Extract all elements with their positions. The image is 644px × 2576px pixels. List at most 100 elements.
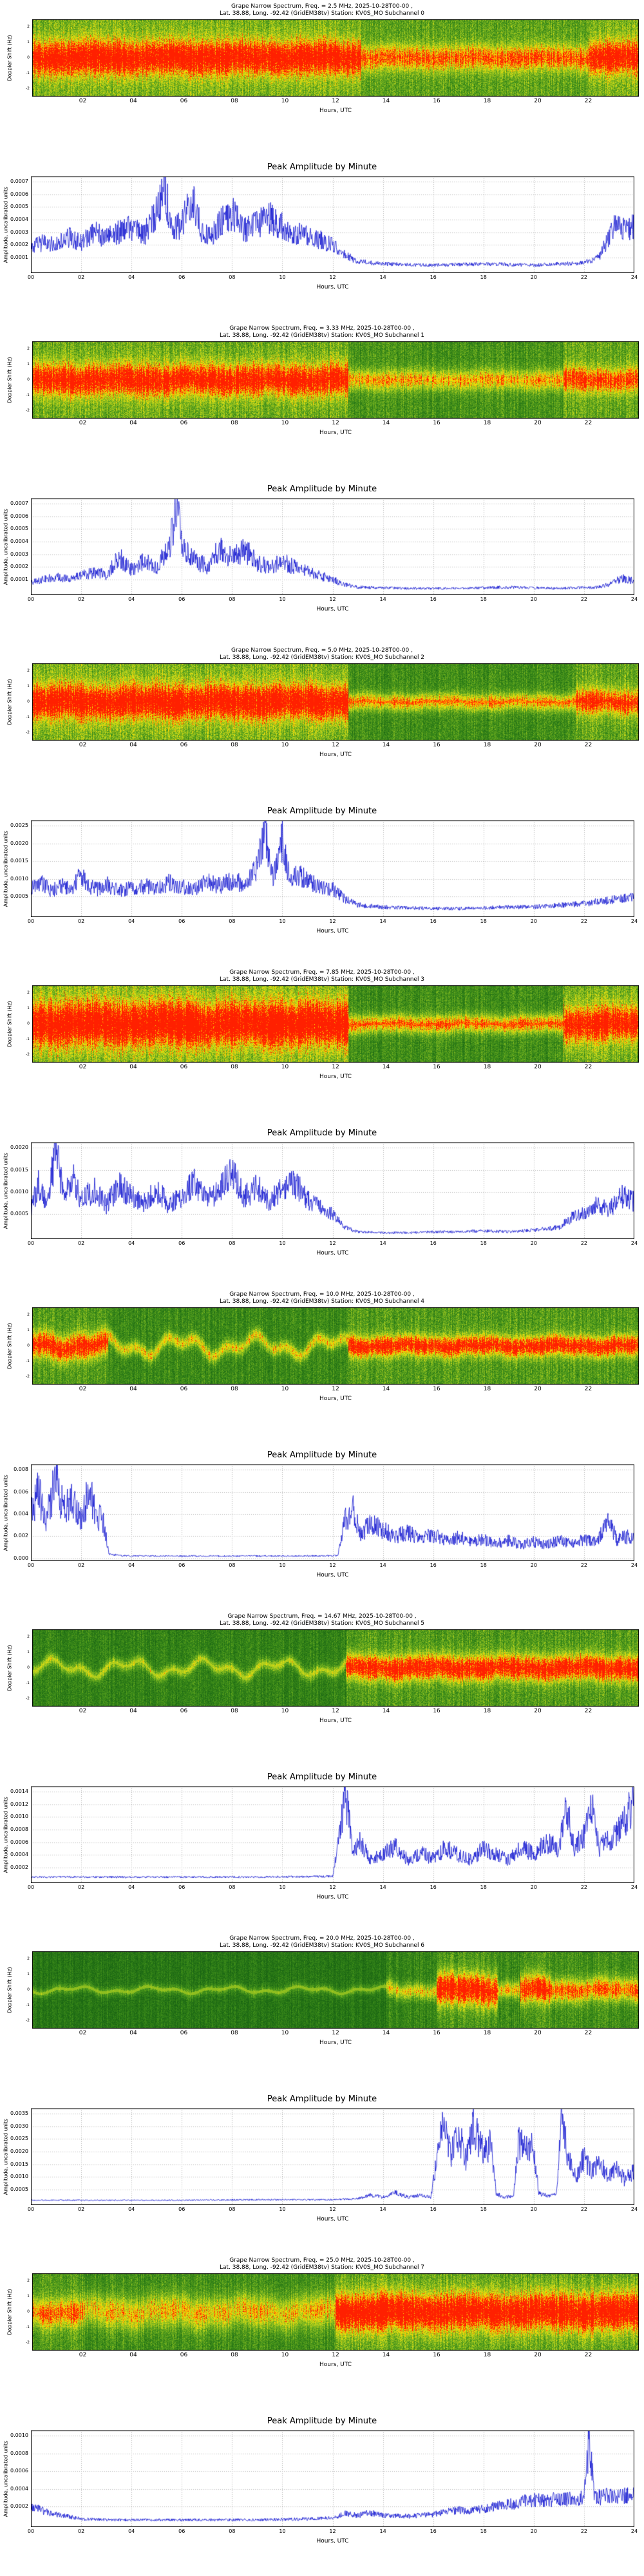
amplitude-xtick-label: 00: [27, 596, 35, 602]
amplitude-xtick-label: 20: [530, 918, 537, 924]
spectrogram-title: Grape Narrow Spectrum, Freq. = 20.0 MHz,…: [0, 1935, 644, 1949]
amplitude-ytick-label: 0.0005: [10, 526, 28, 532]
spectrogram-xtick-label: 12: [332, 1386, 339, 1392]
amplitude-xtick-label: 12: [329, 596, 336, 602]
spectrogram-title: Grape Narrow Spectrum, Freq. = 7.85 MHz,…: [0, 969, 644, 983]
doppler-ytick-label: 1: [27, 1006, 30, 1010]
spectrogram-canvas: [32, 1629, 639, 1707]
amplitude-xtick-label: 24: [630, 2528, 638, 2534]
amplitude-xtick-label: 12: [329, 2206, 336, 2212]
amplitude-xtick-label: 10: [279, 274, 286, 280]
amplitude-xtick-label: 04: [128, 918, 135, 924]
spectrogram-xtick-label: 16: [433, 1386, 440, 1392]
amplitude-xlabel: Hours, UTC: [316, 2538, 349, 2544]
spectrogram-xtick-label: 10: [281, 98, 289, 104]
spectrogram-xlabel: Hours, UTC: [319, 1718, 352, 1724]
doppler-ytick-label: -1: [26, 1359, 30, 1363]
doppler-ytick-label: 1: [27, 362, 30, 366]
amplitude-xtick-label: 18: [480, 274, 487, 280]
spectrogram-xtick-label: 08: [231, 1386, 238, 1392]
spectrogram-xtick-label: 08: [231, 1064, 238, 1070]
amplitude-axis-label: Amplitude, uncalibrated units: [3, 508, 9, 585]
amplitude-xtick-label: 02: [77, 596, 85, 602]
amplitude-ytick-label: 0.0020: [10, 1144, 28, 1151]
spectrogram-xtick-label: 12: [332, 742, 339, 748]
doppler-ytick-label: 1: [27, 40, 30, 44]
amplitude-xtick-label: 04: [128, 596, 135, 602]
amplitude-xtick-label: 20: [530, 596, 537, 602]
amplitude-xtick-label: 10: [279, 2528, 286, 2534]
spectrogram-xtick-label: 12: [332, 98, 339, 104]
doppler-ytick-label: 2: [27, 346, 30, 351]
spectrogram-title: Grape Narrow Spectrum, Freq. = 2.5 MHz, …: [0, 3, 644, 17]
amplitude-canvas: [31, 1464, 634, 1561]
spectrogram-canvas: [32, 19, 639, 97]
spectrogram-figure: Grape Narrow Spectrum, Freq. = 25.0 MHz,…: [0, 2254, 644, 2415]
amplitude-title: Peak Amplitude by Minute: [267, 2094, 377, 2104]
doppler-ytick-label: 0: [27, 377, 30, 382]
spectrogram-canvas: [32, 2273, 639, 2351]
amplitude-ytick-label: 0.0010: [10, 875, 28, 882]
spectrogram-xtick-label: 04: [129, 2030, 137, 2036]
amplitude-ytick-label: 0.0015: [10, 1166, 28, 1173]
amplitude-xtick-label: 20: [530, 2528, 537, 2534]
amplitude-ytick-label: 0.0010: [10, 1188, 28, 1195]
spectrogram-xtick-label: 02: [79, 1708, 87, 1714]
doppler-ytick-label: -2: [26, 86, 30, 91]
doppler-ytick-label: 2: [27, 990, 30, 995]
amplitude-title: Peak Amplitude by Minute: [267, 162, 377, 172]
amplitude-xtick-label: 16: [430, 1884, 437, 1890]
spectrogram-xtick-label: 14: [382, 2030, 390, 2036]
amplitude-xtick-label: 14: [379, 274, 386, 280]
spectrogram-xtick-label: 02: [79, 2352, 87, 2358]
amplitude-canvas: [31, 1142, 634, 1239]
spectrogram-xtick-label: 20: [534, 2352, 542, 2358]
doppler-ytick-label: 0: [27, 2309, 30, 2314]
spectrogram-xtick-label: 20: [534, 2030, 542, 2036]
doppler-ytick-label: 0: [27, 1987, 30, 1992]
amplitude-figure: Peak Amplitude by Minute Amplitude, unca…: [0, 1771, 644, 1932]
doppler-ytick-label: 1: [27, 2294, 30, 2298]
spectrogram-canvas: [32, 1307, 639, 1385]
amplitude-xtick-label: 16: [430, 1562, 437, 1568]
spectrogram-xtick-label: 10: [281, 1708, 289, 1714]
spectrogram-title-line2: Lat. 38.88, Long. -92.42 (GridEM38tv) St…: [219, 976, 425, 983]
spectrogram-xtick-label: 06: [180, 1386, 188, 1392]
amplitude-xtick-label: 00: [27, 918, 35, 924]
amplitude-xtick-label: 06: [178, 2528, 185, 2534]
amplitude-figure: Peak Amplitude by Minute Amplitude, unca…: [0, 483, 644, 644]
amplitude-xtick-label: 20: [530, 1240, 537, 1246]
spectrogram-title-line1: Grape Narrow Spectrum, Freq. = 25.0 MHz,…: [229, 2257, 415, 2264]
amplitude-xtick-label: 24: [630, 1562, 638, 1568]
spectrogram-xtick-label: 10: [281, 2352, 289, 2358]
spectrogram-title-line2: Lat. 38.88, Long. -92.42 (GridEM38tv) St…: [219, 1942, 425, 1949]
subchannel-pair-5: Grape Narrow Spectrum, Freq. = 14.67 MHz…: [0, 1610, 644, 1932]
spectrogram-xtick-label: 02: [79, 1064, 87, 1070]
amplitude-xtick-label: 20: [530, 1884, 537, 1890]
spectrogram-canvas: [32, 663, 639, 741]
spectrogram-xtick-label: 08: [231, 742, 238, 748]
amplitude-ytick-label: 0.0010: [10, 2174, 28, 2180]
spectrogram-figure: Grape Narrow Spectrum, Freq. = 5.0 MHz, …: [0, 644, 644, 805]
amplitude-canvas: [31, 498, 634, 595]
amplitude-xtick-label: 08: [229, 274, 236, 280]
amplitude-title: Peak Amplitude by Minute: [267, 1450, 377, 1460]
amplitude-ytick-label: 0.0003: [10, 229, 28, 235]
spectrogram-xtick-label: 04: [129, 2352, 137, 2358]
amplitude-xtick-label: 20: [530, 1562, 537, 1568]
spectrogram-xtick-label: 18: [483, 98, 491, 104]
doppler-ytick-label: 0: [27, 55, 30, 60]
amplitude-xtick-label: 00: [27, 1562, 35, 1568]
doppler-ytick-label: 0: [27, 1021, 30, 1026]
doppler-ytick-label: -2: [26, 2018, 30, 2023]
spectrogram-xtick-label: 22: [584, 2030, 592, 2036]
spectrogram-xtick-label: 14: [382, 420, 390, 426]
amplitude-xtick-label: 12: [329, 274, 336, 280]
amplitude-xtick-label: 22: [580, 596, 587, 602]
amplitude-ytick-label: 0.0020: [10, 840, 28, 846]
amplitude-xtick-label: 06: [178, 1562, 185, 1568]
spectrogram-xtick-label: 04: [129, 1064, 137, 1070]
amplitude-xtick-label: 00: [27, 2206, 35, 2212]
amplitude-xtick-label: 04: [128, 1562, 135, 1568]
